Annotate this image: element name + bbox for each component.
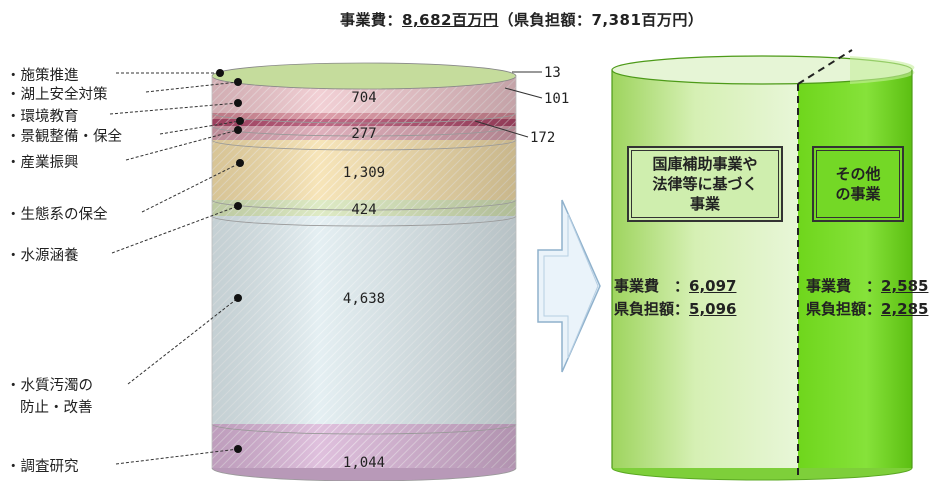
header-total: 8,682百万円 — [402, 11, 499, 29]
subsidized-cost-label: 事業費 ： — [614, 277, 690, 295]
subsidized-cost-value: 6,097 — [689, 277, 737, 295]
subsidized-line2: 法律等に基づく — [652, 175, 758, 193]
label-suigen: ・水源涵養 — [6, 248, 79, 264]
diagram-header: 事業費：8,682百万円（県負担額：7,381百万円） — [340, 9, 703, 30]
other-burden-value: 2,285 — [881, 300, 929, 318]
subsidized-line1: 国庫補助事業や — [652, 155, 758, 173]
other-line1: その他 — [835, 165, 881, 183]
leader-dots — [216, 69, 244, 453]
transition-arrow — [537, 199, 601, 373]
header-prefix: 事業費： — [340, 11, 403, 29]
label-keikan: ・景観整備・保全 — [6, 129, 122, 145]
value-label-keikan-small: 172 — [530, 130, 555, 146]
value-label-seitai: 424 — [351, 202, 376, 218]
other-cost-value: 2,585 — [881, 277, 929, 295]
subsidized-burden-label: 県負担額： — [614, 300, 690, 318]
split-cylinder — [611, 49, 915, 481]
label-kankyo: ・環境教育 — [6, 109, 79, 125]
other-burden-row: 県負担額：2,285 — [806, 298, 928, 319]
value-label-suigen: 4,638 — [343, 291, 385, 307]
leader-lines — [109, 72, 241, 465]
label-sesaku: ・施策推進 — [6, 68, 79, 84]
other-cost-row: 事業費 ：2,585 — [806, 275, 928, 296]
subsidized-burden-value: 5,096 — [689, 300, 737, 318]
label-sangyo: ・産業振興 — [6, 155, 79, 171]
label-seitai: ・生態系の保全 — [6, 207, 108, 223]
label-chosa: ・調査研究 — [6, 459, 79, 475]
other-cost-label: 事業費 ： — [806, 277, 882, 295]
segment-sesaku-top — [211, 62, 517, 90]
subsidized-burden-row: 県負担額：5,096 — [614, 298, 736, 319]
category-box-other: その他 の事業 — [812, 146, 904, 222]
header-suffix: （県負担額：7,381百万円） — [498, 11, 704, 29]
stacked-cylinder — [211, 62, 517, 481]
label-suishitsu-line1: ・水質汚濁の — [6, 378, 93, 394]
shade-overlay — [212, 76, 516, 468]
value-label-chosa: 1,044 — [343, 455, 385, 471]
right-leaders — [474, 71, 543, 138]
value-label-sesaku: 13 — [544, 65, 561, 81]
other-line2: の事業 — [835, 185, 881, 203]
segment-boundaries — [211, 112, 517, 435]
value-label-kankyo: 101 — [544, 91, 569, 107]
other-burden-label: 県負担額： — [806, 300, 882, 318]
value-label-kojo: 704 — [351, 90, 376, 106]
subsidized-line3: 事業 — [689, 195, 720, 213]
category-box-subsidized: 国庫補助事業や 法律等に基づく 事業 — [627, 146, 783, 222]
value-label-keikan: 277 — [351, 126, 376, 142]
label-kojo: ・湖上安全対策 — [6, 87, 108, 103]
label-suishitsu-line2: 防止・改善 — [20, 400, 93, 416]
value-label-sangyo: 1,309 — [343, 165, 385, 181]
subsidized-cost-row: 事業費 ：6,097 — [614, 275, 736, 296]
